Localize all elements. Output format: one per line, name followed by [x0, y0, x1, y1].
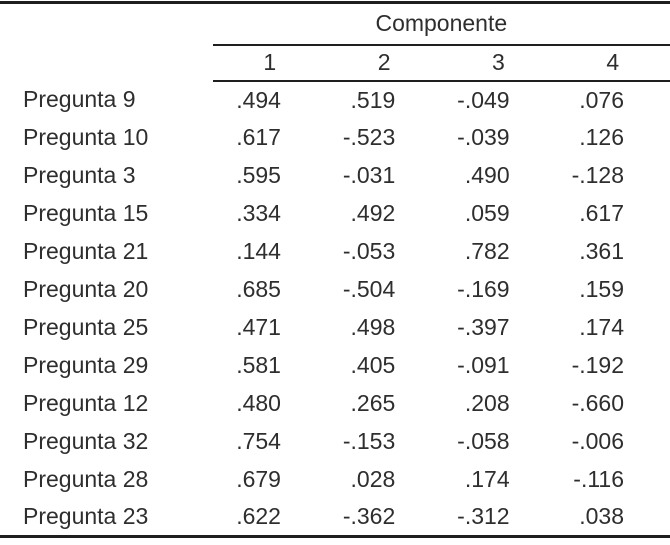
cell-value: .334 — [236, 200, 281, 226]
cell-value: .782 — [464, 238, 510, 264]
column-header-4: 4 — [555, 44, 670, 82]
column-header-2: 2 — [326, 44, 442, 82]
table-row: Pregunta 9 .494 .519 -.049 .076 — [0, 81, 670, 119]
table-title: Componente — [212, 2, 670, 46]
cell-value: -.031 — [342, 162, 396, 188]
corner-cell — [0, 45, 213, 81]
row-label: Pregunta 32 — [23, 428, 149, 454]
table-row: Pregunta 10 .617 -.523 -.039 .126 — [0, 119, 670, 157]
cell-value: -.153 — [342, 428, 396, 454]
table-row: Pregunta 21 .144 -.053 .782 .361 — [0, 233, 670, 271]
cell-value: -.006 — [571, 428, 624, 454]
cell-value: -.128 — [571, 162, 624, 188]
table-row: Pregunta 3 .595 -.031 .490 -.128 — [0, 157, 670, 195]
table-title-row: Componente — [0, 2, 670, 46]
cell-value: .028 — [350, 466, 396, 492]
cell-value: -.192 — [571, 352, 624, 378]
row-label: Pregunta 10 — [23, 124, 149, 150]
cell-value: .059 — [464, 200, 510, 226]
table-row: Pregunta 15 .334 .492 .059 .617 — [0, 195, 670, 233]
cell-value: .174 — [464, 466, 510, 492]
cell-value: .480 — [236, 390, 281, 416]
cell-value: .471 — [236, 314, 281, 340]
cell-value: .617 — [579, 200, 624, 226]
cell-value: .159 — [579, 276, 624, 302]
row-label: Pregunta 15 — [23, 200, 149, 226]
row-label: Pregunta 20 — [23, 276, 149, 302]
cell-value: .754 — [236, 428, 281, 454]
cell-value: .685 — [236, 276, 281, 302]
cell-value: .494 — [236, 86, 281, 113]
corner-cell — [0, 3, 213, 45]
cell-value: .617 — [236, 124, 281, 150]
row-label: Pregunta 9 — [23, 86, 136, 112]
cell-value: -.053 — [342, 238, 396, 264]
cell-value: .126 — [579, 124, 624, 150]
cell-value: .361 — [579, 238, 624, 264]
table-row: Pregunta 23 .622 -.362 -.312 .038 — [0, 499, 670, 537]
row-label: Pregunta 28 — [23, 466, 149, 492]
cell-value: -.504 — [342, 276, 396, 302]
cell-value: .208 — [464, 390, 510, 416]
cell-value: .076 — [579, 86, 624, 113]
cell-value: .581 — [236, 352, 281, 378]
table-row: Pregunta 28 .679 .028 .174 -.116 — [0, 461, 670, 499]
cell-value: -.039 — [457, 124, 510, 150]
cell-value: .492 — [350, 200, 396, 226]
table-row: Pregunta 25 .471 .498 -.397 .174 — [0, 309, 670, 347]
table-row: Pregunta 12 .480 .265 .208 -.660 — [0, 385, 670, 423]
cell-value: -.091 — [457, 352, 510, 378]
cell-value: -.116 — [573, 466, 624, 492]
cell-value: .038 — [579, 503, 624, 530]
cell-value: -.523 — [342, 124, 396, 150]
cell-value: .519 — [350, 86, 396, 113]
cell-value: -.660 — [571, 390, 624, 416]
row-label: Pregunta 29 — [23, 352, 149, 378]
cell-value: .595 — [236, 162, 281, 188]
column-header-3: 3 — [441, 44, 556, 82]
cell-value: .498 — [350, 314, 396, 340]
cell-value: .622 — [236, 503, 281, 530]
cell-value: .490 — [464, 162, 510, 188]
cell-value: -.397 — [457, 314, 510, 340]
cell-value: -.049 — [457, 86, 510, 113]
cell-value: -.058 — [457, 428, 510, 454]
cell-value: .405 — [350, 352, 396, 378]
table-row: Pregunta 29 .581 .405 -.091 -.192 — [0, 347, 670, 385]
cell-value: .679 — [236, 466, 281, 492]
cell-value: -.312 — [457, 503, 510, 530]
table-row: Pregunta 20 .685 -.504 -.169 .159 — [0, 271, 670, 309]
table-row: Pregunta 32 .754 -.153 -.058 -.006 — [0, 423, 670, 461]
cell-value: -.362 — [342, 503, 396, 530]
column-header-1: 1 — [212, 44, 327, 82]
column-header-row: 1 2 3 4 — [0, 44, 670, 82]
cell-value: -.169 — [457, 276, 510, 302]
row-label: Pregunta 3 — [23, 162, 136, 188]
cell-value: .144 — [236, 238, 281, 264]
row-label: Pregunta 25 — [23, 314, 149, 340]
cell-value: .174 — [579, 314, 624, 340]
cell-value: .265 — [350, 390, 396, 416]
row-label: Pregunta 23 — [23, 503, 149, 530]
row-label: Pregunta 21 — [23, 238, 149, 264]
row-label: Pregunta 12 — [23, 390, 149, 416]
